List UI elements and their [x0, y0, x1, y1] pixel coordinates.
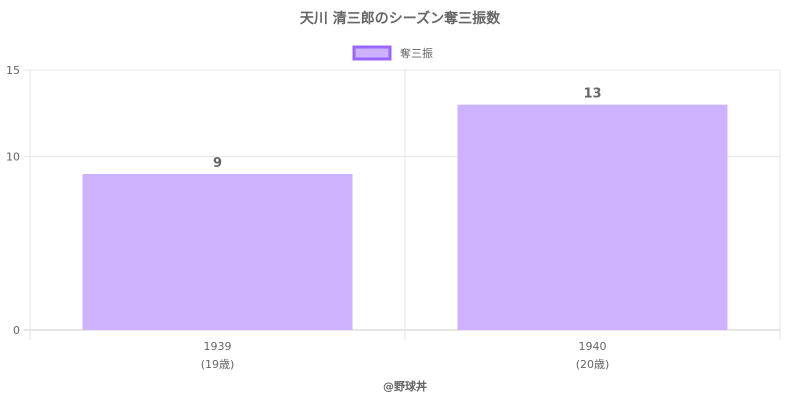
- bar-1939[interactable]: [82, 174, 353, 330]
- legend[interactable]: 奪三振: [352, 45, 433, 61]
- x-tick-label: 1939: [204, 340, 232, 353]
- x-axis: 1939 (19歳) 1940 (20歳): [201, 340, 610, 371]
- x-tick-sublabel: (19歳): [201, 358, 235, 371]
- data-label-1940: 13: [583, 87, 601, 102]
- bar-1940[interactable]: [457, 104, 728, 331]
- data-labels: 9 13: [213, 87, 602, 171]
- x-axis-label: @野球丼: [383, 379, 427, 393]
- y-axis: 0 10 15: [6, 64, 20, 337]
- bars: [82, 104, 728, 331]
- x-tick-label: 1940: [579, 340, 607, 353]
- chart-title: 天川 清三郎のシーズン奪三振数: [300, 10, 501, 27]
- y-tick-label: 15: [6, 64, 20, 77]
- y-tick-label: 0: [13, 324, 20, 337]
- legend-label: 奪三振: [400, 46, 433, 60]
- data-label-1939: 9: [213, 156, 222, 171]
- legend-swatch: [352, 45, 392, 61]
- y-tick-label: 10: [6, 151, 20, 164]
- x-tick-sublabel: (20歳): [576, 358, 610, 371]
